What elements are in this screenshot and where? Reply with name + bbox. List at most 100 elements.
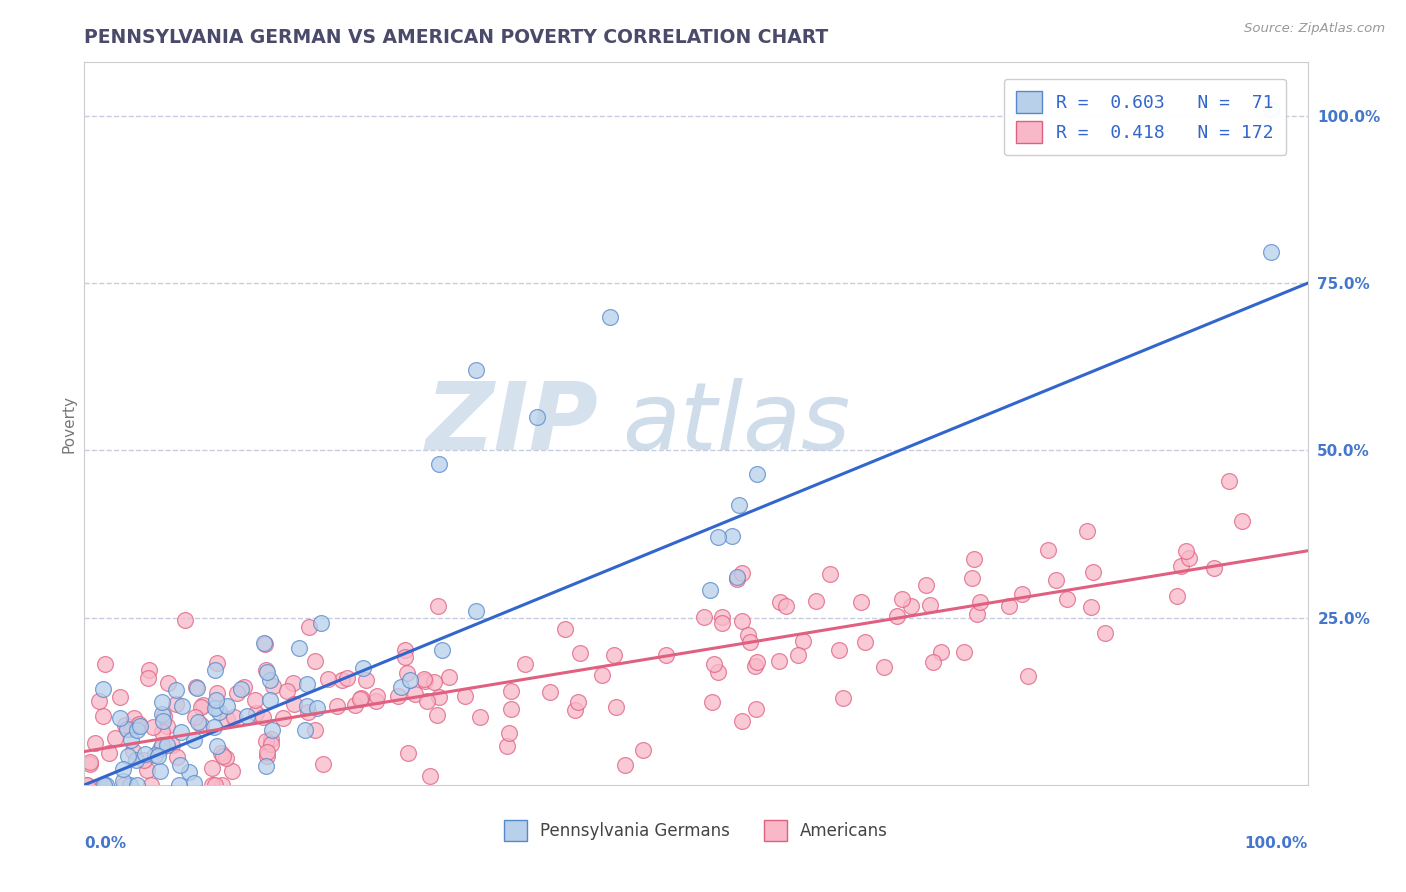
Point [352,660,374,674]
Point [150,724,173,739]
Text: atlas: atlas [623,378,851,469]
Point [366,690,388,704]
Point [564,703,586,717]
Point [969,595,991,609]
Point [254,637,277,651]
Point [297,699,319,714]
Point [354,673,377,687]
Point [211,778,233,792]
Point [169,758,191,772]
Point [295,677,318,691]
Point [281,675,304,690]
Point [256,665,278,679]
Point [1260,102,1282,116]
Point [165,682,187,697]
Point [1202,561,1225,575]
Point [1080,600,1102,615]
Point [1056,592,1078,607]
Text: PENNSYLVANIA GERMAN VS AMERICAN POVERTY CORRELATION CHART: PENNSYLVANIA GERMAN VS AMERICAN POVERTY … [84,28,828,47]
Point [396,665,419,680]
Point [699,582,721,597]
Point [426,707,449,722]
Point [150,695,173,709]
Point [900,599,922,614]
Point [1017,669,1039,683]
Point [204,663,226,677]
Point [526,410,548,425]
Point [614,758,637,772]
Point [93,657,115,671]
Point [174,613,197,627]
Point [114,778,136,792]
Point [960,571,983,585]
Point [298,620,321,634]
Point [183,775,205,789]
Point [141,778,163,792]
Point [148,749,170,764]
Point [394,643,416,657]
Point [149,742,172,756]
Point [254,663,277,677]
Point [136,671,159,685]
Point [222,710,245,724]
Point [215,751,238,765]
Point [93,778,115,792]
Point [283,698,305,712]
Point [226,686,249,700]
Point [423,675,446,690]
Point [1178,551,1201,566]
Point [167,778,190,792]
Point [93,682,115,697]
Point [745,655,768,669]
Point [104,731,127,745]
Point [117,748,139,763]
Point [304,654,326,668]
Point [1175,544,1198,558]
Point [775,599,797,613]
Point [236,709,259,723]
Point [233,680,256,694]
Point [91,778,114,792]
Point [254,759,277,773]
Point [730,615,752,629]
Point [98,746,121,760]
Point [165,697,187,711]
Point [217,699,239,714]
Point [394,650,416,665]
Point [149,764,172,778]
Point [162,739,184,753]
Point [118,778,141,792]
Point [143,748,166,763]
Point [187,714,209,729]
Point [631,743,654,757]
Point [849,594,872,608]
Point [297,705,319,719]
Point [260,732,283,747]
Point [136,763,159,777]
Point [254,734,277,748]
Point [501,684,523,698]
Point [183,732,205,747]
Point [208,705,231,719]
Point [419,769,441,783]
Point [229,681,252,696]
Point [207,686,229,700]
Point [170,725,193,739]
Point [427,457,450,471]
Point [538,685,561,699]
Point [84,736,107,750]
Point [204,701,226,715]
Legend: Pennsylvania Germans, Americans: Pennsylvania Germans, Americans [495,812,897,849]
Point [209,747,232,761]
Point [922,655,945,669]
Point [294,723,316,737]
Point [128,717,150,731]
Point [818,566,841,581]
Point [569,646,592,660]
Point [432,642,454,657]
Point [725,572,748,586]
Point [205,739,228,753]
Point [193,698,215,713]
Point [253,636,276,650]
Point [413,674,436,689]
